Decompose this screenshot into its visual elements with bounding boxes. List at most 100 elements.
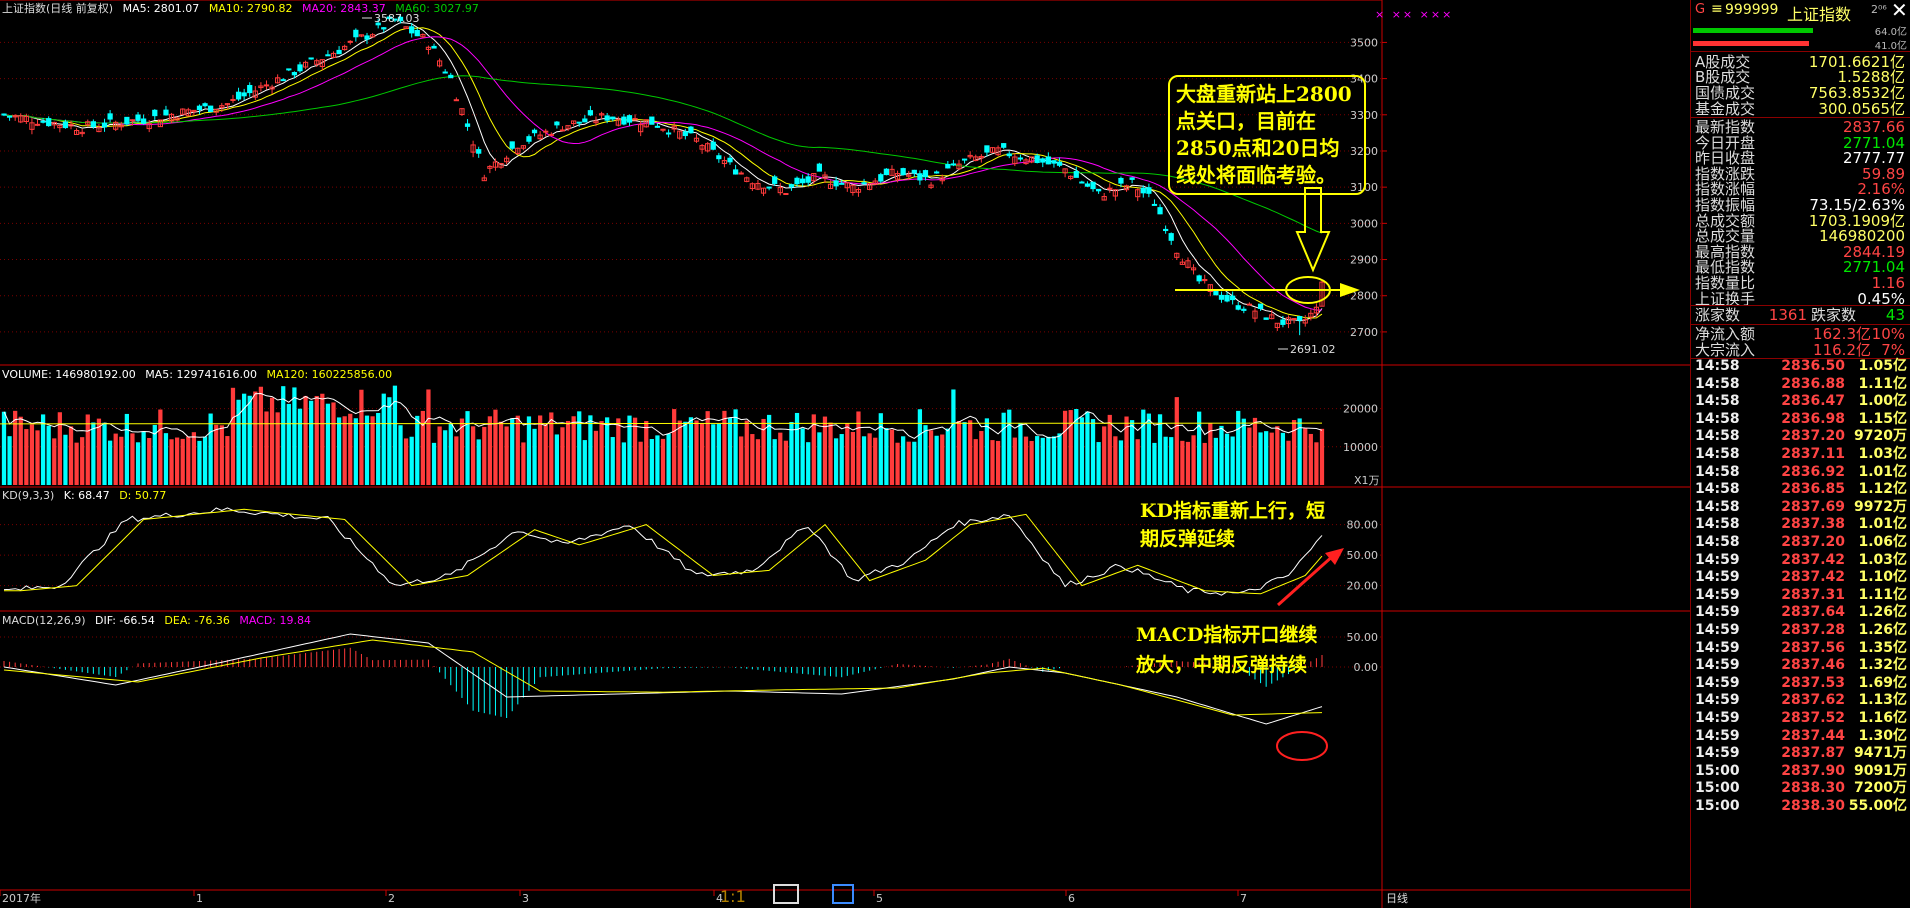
volume-bar <box>1264 431 1269 485</box>
candle-body <box>73 130 80 136</box>
candle-body <box>6 115 13 118</box>
volume-bar <box>292 387 297 485</box>
flow-row: 净流入额 162.3亿 10% <box>1695 325 1905 343</box>
tick-row[interactable]: 14:58 2837.20 9720万 <box>1695 428 1907 445</box>
tick-row[interactable]: 14:59 2837.42 1.03亿 <box>1695 551 1907 568</box>
candle-body <box>481 177 487 182</box>
menu-icon[interactable]: ≡ <box>1711 1 1723 17</box>
flow-row: 大宗流入 116.2亿 7% <box>1695 341 1905 359</box>
volume-ma120-value: MA120: 160225856.00 <box>266 368 393 381</box>
chart-canvas[interactable]: 3500340033003200310030002900280027003587… <box>0 0 1690 908</box>
tick-row[interactable]: 14:59 2837.56 1.35亿 <box>1695 639 1907 656</box>
volume-bar <box>856 411 861 485</box>
tick-row[interactable]: 14:58 2836.47 1.00亿 <box>1695 393 1907 410</box>
volume-bar <box>1113 436 1118 485</box>
tick-row[interactable]: 14:59 2837.87 9471万 <box>1695 745 1907 762</box>
candle-body <box>699 145 705 150</box>
candle-body <box>593 120 599 124</box>
volume-bar <box>426 389 431 485</box>
candle-body <box>693 137 700 142</box>
candle-body <box>1179 261 1186 265</box>
volume-bar <box>1023 436 1029 485</box>
volume-bar <box>342 416 347 485</box>
volume-bar <box>443 430 448 485</box>
volume-bar <box>699 423 705 485</box>
volume-bar <box>990 440 995 485</box>
volume-bar <box>1074 408 1079 485</box>
volume-bar <box>353 418 358 485</box>
candle-body <box>180 108 186 115</box>
candle-body <box>342 45 348 51</box>
volume-bar <box>750 434 755 485</box>
tick-row[interactable]: 14:59 2837.44 1.30亿 <box>1695 727 1907 744</box>
tick-row[interactable]: 14:59 2837.62 1.13亿 <box>1695 692 1907 709</box>
volume-bar <box>588 415 593 485</box>
tick-row[interactable]: 14:59 2837.64 1.26亿 <box>1695 604 1907 621</box>
volume-bar <box>1197 411 1202 485</box>
fullscreen-icon[interactable] <box>773 884 799 904</box>
tick-row[interactable]: 14:59 2837.52 1.16亿 <box>1695 710 1907 726</box>
candle-body <box>157 119 163 128</box>
volume-bar <box>1169 437 1174 485</box>
tick-row[interactable]: 14:58 2836.92 1.01亿 <box>1695 463 1907 480</box>
kd-axis-label: 80.00 <box>1347 519 1379 532</box>
volume-bar <box>644 420 649 485</box>
tick-row[interactable]: 14:58 2836.98 1.15亿 <box>1695 410 1907 427</box>
candle-body <box>883 168 890 176</box>
candle-body <box>978 156 984 159</box>
candle-body <box>543 130 549 133</box>
candle-body <box>1207 284 1213 292</box>
tick-row[interactable]: 14:58 2837.69 9972万 <box>1695 498 1907 515</box>
volume-bar <box>605 417 610 485</box>
candle-body <box>1062 168 1068 174</box>
volume-bar <box>839 434 844 485</box>
candle-body <box>571 120 577 125</box>
tick-row[interactable]: 14:59 2837.53 1.69亿 <box>1695 674 1907 691</box>
volume-bar <box>1157 414 1163 485</box>
kline-chart-area[interactable]: 3500 3400 3300 3200 3100 3000 2900 2800 2700 3587… <box>0 0 1690 908</box>
tick-row[interactable]: 14:58 2837.11 1.03亿 <box>1695 446 1907 462</box>
tick-row[interactable]: 14:58 2836.50 1.05亿 <box>1695 358 1907 374</box>
volume-bar <box>554 434 560 485</box>
tick-row[interactable]: 14:58 2836.88 1.11亿 <box>1695 375 1907 392</box>
volume-bar <box>314 395 319 485</box>
tick-row[interactable]: 15:00 2838.30 7200万 <box>1695 780 1907 797</box>
volume-bar <box>772 439 777 485</box>
buy-strength-value: 64.0亿 <box>1874 27 1907 38</box>
tick-row[interactable]: 15:00 2838.30 55.00亿 <box>1695 798 1907 814</box>
candle-body <box>839 182 845 185</box>
export-icon[interactable] <box>832 884 854 904</box>
volume-bar <box>727 417 733 485</box>
candle-body <box>476 149 482 154</box>
tick-row[interactable]: 14:59 2837.31 1.11亿 <box>1695 586 1907 603</box>
candle-body <box>319 59 325 67</box>
candle-body <box>1168 233 1174 241</box>
tick-row[interactable]: 14:58 2837.20 1.06亿 <box>1695 534 1907 550</box>
tick-row[interactable]: 14:59 2837.42 1.10亿 <box>1695 569 1907 586</box>
kd-panel-header: KD(9,3,3) K: 68.47 D: 50.77 <box>2 489 172 502</box>
candle-body <box>973 156 979 161</box>
volume-bar <box>336 417 342 485</box>
price-highlight-circle <box>1285 276 1331 304</box>
tick-row[interactable]: 15:00 2837.90 9091万 <box>1695 762 1907 779</box>
volume-bar <box>1007 409 1012 485</box>
volume-bar <box>951 389 956 485</box>
candle-body <box>889 168 895 176</box>
volume-bar <box>487 416 492 485</box>
volume-bar <box>834 438 839 485</box>
down-arrow <box>1295 187 1331 273</box>
tick-row[interactable]: 14:58 2836.85 1.12亿 <box>1695 481 1907 498</box>
volume-bar <box>610 437 615 485</box>
candle-body <box>235 91 242 100</box>
tick-row[interactable]: 14:59 2837.46 1.32亿 <box>1695 657 1907 674</box>
candle-body <box>559 129 566 132</box>
volume-bar <box>755 439 761 485</box>
tick-row[interactable]: 14:59 2837.28 1.26亿 <box>1695 622 1907 638</box>
candle-body <box>196 105 203 111</box>
candle-body <box>1185 260 1191 268</box>
macd-highlight-circle <box>1276 731 1328 761</box>
ratio-button[interactable]: 1:1 <box>720 887 746 906</box>
close-icon[interactable]: ✕ <box>1891 0 1908 22</box>
tick-row[interactable]: 14:58 2837.38 1.01亿 <box>1695 516 1907 533</box>
candle-body <box>96 127 102 133</box>
